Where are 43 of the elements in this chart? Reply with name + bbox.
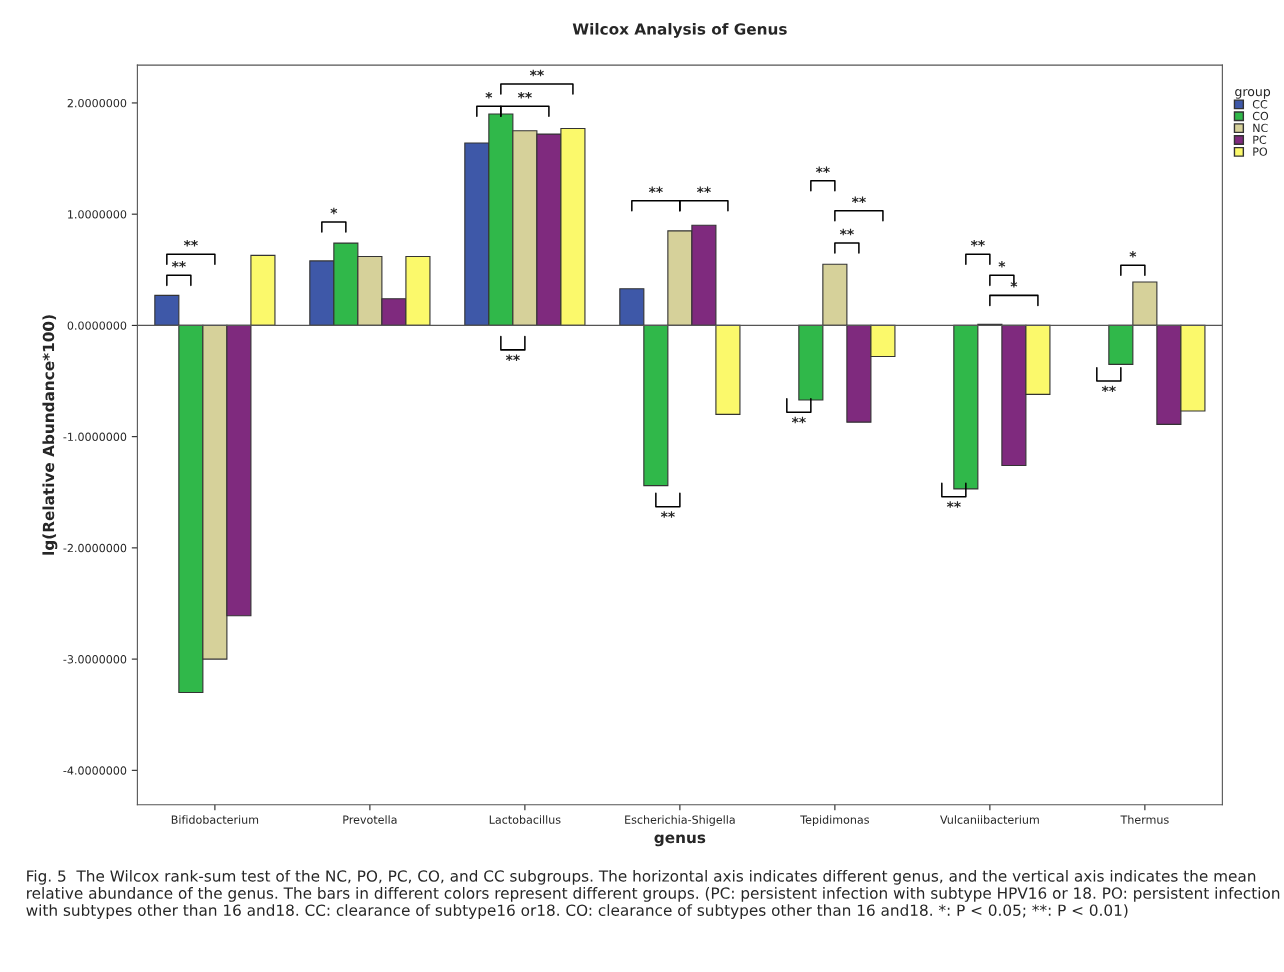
legend-label: PC	[1253, 135, 1267, 144]
y-tick-label: -4.0000000	[63, 766, 127, 775]
x-tick-label: Prevotella	[343, 815, 397, 824]
annotation: **	[851, 196, 866, 204]
x-tick-label: Thermus	[1120, 815, 1169, 824]
x-tick-label: Escherichia-Shigella	[625, 815, 735, 826]
annotation: *	[485, 92, 493, 99]
annotation: **	[1101, 385, 1116, 393]
annotation: **	[183, 239, 198, 247]
annotation: **	[815, 166, 830, 173]
legend-label: NC	[1253, 123, 1268, 133]
annotation: **	[839, 228, 854, 236]
y-tick-label: 1.0000000	[68, 210, 127, 219]
x-tick-label: Lactobacillus	[489, 815, 561, 824]
legend-label: PO	[1253, 147, 1268, 156]
annotation: **	[970, 239, 985, 247]
caption: Fig. 5 The Wilcox rank-sum test of the NC, PO, PC, CO, and CC subgroups. The horizontal axis indicates different genus, and the vertical axis indicates the mean relative abundance of the genus. The bars in different colors represent different groups. (PC: persistent infection with subtype HPV16 or 18. PO: persistent infection with subtypes other than 16 and18. CC: clearance of subtype16 or18. CO: clearance of subtypes other than 16 and18. *: P < 0.05; **: P < 0.01)	[26, 869, 1280, 919]
legend-title: group	[1235, 89, 1271, 99]
y-tick-label: -1.0000000	[63, 432, 127, 442]
annotation: **	[529, 69, 544, 77]
x-axis-title: genus	[654, 834, 706, 847]
y-tick-label: 0.0000000	[67, 321, 127, 330]
legend-label: CC	[1252, 99, 1268, 109]
y-tick-label: -3.0000000	[63, 655, 127, 664]
x-tick-label: Tepidimonas	[800, 815, 869, 826]
annotation: *	[998, 261, 1006, 268]
annotation: **	[696, 186, 711, 194]
annotation: **	[648, 186, 663, 194]
annotation: **	[791, 416, 806, 424]
chart-title: Wilcox Analysis of Genus	[572, 22, 787, 38]
x-tick-label: Vulcaniibacterium	[940, 815, 1039, 824]
y-tick-label: -2.0000000	[63, 543, 127, 553]
annotation: *	[1129, 251, 1137, 258]
annotation: *	[330, 207, 338, 215]
annotation: **	[171, 261, 186, 268]
y-axis-title: lg(Relative Abundance*100)	[42, 315, 58, 555]
legend-label: CO	[1252, 111, 1269, 121]
annotation: **	[517, 92, 532, 99]
x-tick-label: Bifidobacterium	[171, 815, 259, 824]
y-tick-label: 2.0000000	[67, 98, 127, 108]
annotation: **	[505, 354, 520, 361]
annotation: **	[660, 511, 675, 518]
annotation: **	[946, 501, 961, 508]
